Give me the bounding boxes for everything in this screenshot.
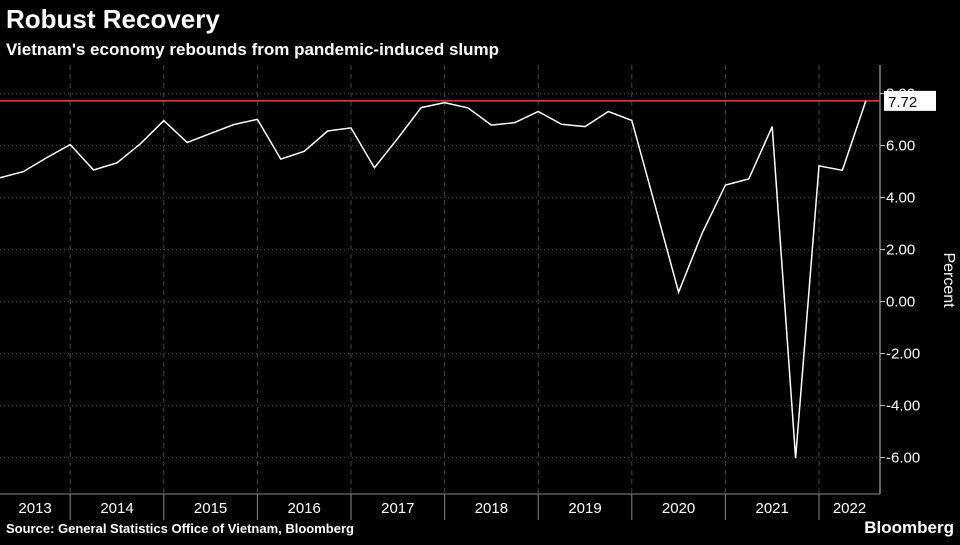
y-tick-label: 6.00: [886, 138, 915, 155]
x-tick-label: 2014: [100, 500, 133, 517]
brand: Bloomberg: [864, 518, 954, 537]
x-tick-label: 2017: [381, 500, 414, 517]
chart-title: Robust Recovery: [6, 4, 220, 34]
y-tick-label: 2.00: [886, 242, 915, 259]
data-line: [0, 100, 867, 459]
source-note: Source: General Statistics Office of Vie…: [6, 521, 354, 536]
reference-badge: [884, 90, 936, 111]
y-tick-label: -2.00: [886, 346, 920, 363]
x-tick-label: 2020: [662, 500, 695, 517]
x-tick-label: 2013: [18, 500, 51, 517]
x-tick-label: 2016: [288, 500, 321, 517]
x-tick-label: 2021: [756, 500, 789, 517]
x-tick-label: 2015: [194, 500, 227, 517]
x-tick-label: 2022: [833, 500, 866, 517]
y-tick-label: 4.00: [886, 190, 915, 207]
y-axis-label: Percent: [940, 252, 957, 308]
y-tick-label: 0.00: [886, 294, 915, 311]
x-tick-label: 2018: [475, 500, 508, 517]
chart-subtitle: Vietnam's economy rebounds from pandemic…: [6, 40, 499, 59]
y-tick-label: -6.00: [886, 450, 920, 467]
x-tick-label: 2019: [568, 500, 601, 517]
y-tick-label: -4.00: [886, 398, 920, 415]
reference-label: 7.72: [888, 94, 917, 111]
